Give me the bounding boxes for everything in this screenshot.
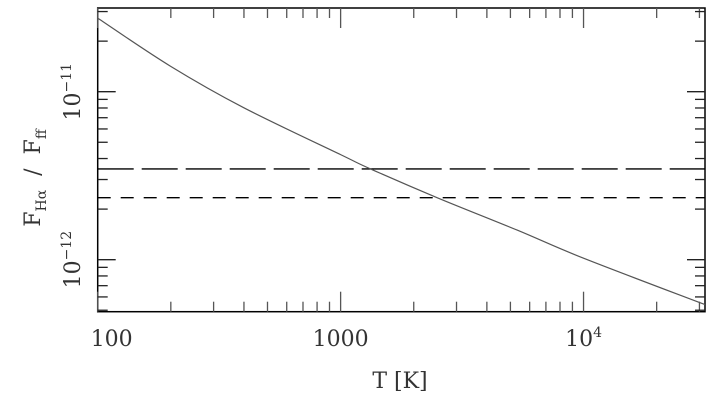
y-tick-label-exponent: −11 [59,63,75,93]
y-tick-label: 10−11 [59,63,86,121]
x-tick-label: 104 [565,325,602,352]
x-tick-labels: 100 1000 104 [91,325,602,352]
x-tick-label-exponent: 4 [593,325,602,341]
y-axis-label: FHα/Fff [21,128,50,227]
y-label-den: F [21,139,46,154]
y-label-den-sub: ff [34,128,50,139]
x-tick-label: 1000 [313,327,369,352]
x-tick-label-base: 100 [91,327,133,352]
y-tick-label-base: 10 [61,260,86,288]
y-label-sep: / [21,168,46,176]
y-tick-label-base: 10 [61,92,86,120]
x-tick-label: 100 [91,327,133,352]
series-line [97,17,706,306]
y-label-num-sub: Hα [34,189,50,211]
x-tick-label-base: 1000 [313,327,369,352]
reference-lines [97,168,705,199]
plot-frame [96,7,706,313]
x-axis-label: T [K] [372,369,427,394]
y-label-num: F [21,212,46,227]
axis-ticks [97,8,705,312]
y-tick-label: 10−12 [59,231,86,289]
series [97,17,706,306]
x-tick-label-base: 10 [565,327,593,352]
y-tick-label-exponent: −12 [59,231,75,261]
